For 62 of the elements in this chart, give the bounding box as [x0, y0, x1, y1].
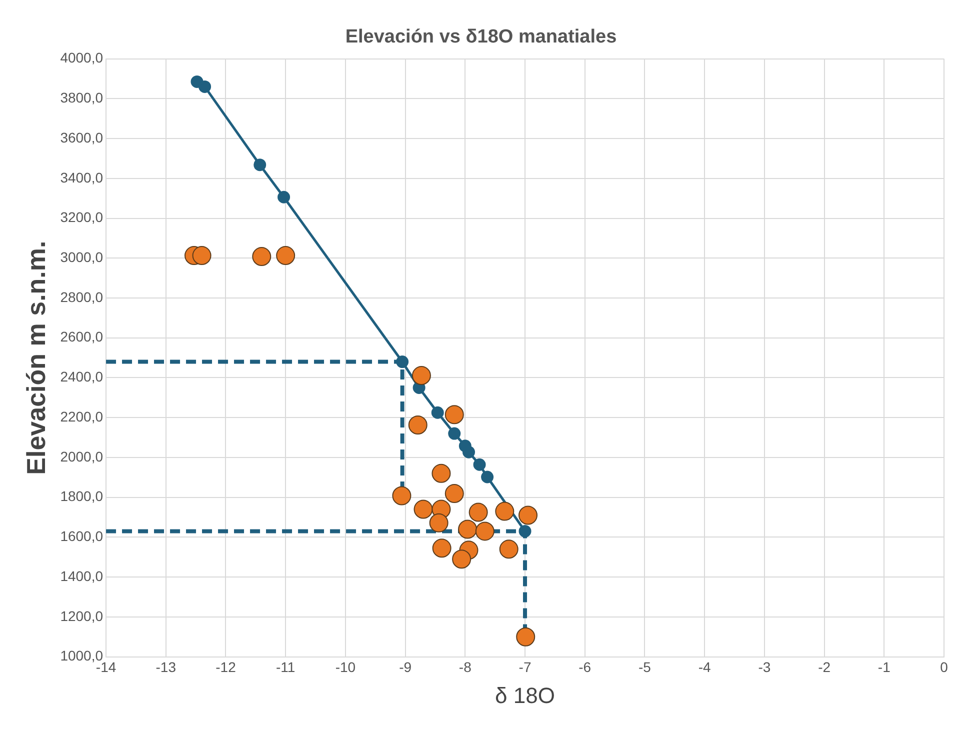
y-tick-label: 3200,0 [60, 209, 104, 226]
point [396, 356, 409, 368]
point [432, 464, 451, 483]
point [495, 502, 514, 521]
x-tick-label: -13 [156, 659, 176, 676]
x-tick-label: -10 [335, 659, 356, 676]
point [198, 80, 212, 93]
x-tick-label: -3 [758, 659, 771, 676]
point [473, 458, 486, 471]
x-tick-label: -5 [638, 659, 652, 676]
y-tick-label: 3600,0 [60, 129, 104, 146]
point [481, 470, 494, 484]
point [414, 500, 433, 519]
chart-title: Elevación vs δ18O manatiales [345, 26, 617, 48]
x-tick-label: -11 [276, 659, 296, 676]
point [499, 540, 518, 559]
point [475, 522, 494, 541]
y-tick-label: 2400,0 [60, 368, 104, 385]
point [458, 520, 478, 539]
y-tick-label: 2200,0 [60, 408, 104, 424]
y-tick-label: 1400,0 [60, 568, 104, 584]
point [516, 627, 536, 646]
y-tick-label: 3000,0 [60, 248, 104, 265]
x-tick-label: -8 [458, 659, 472, 676]
point [448, 427, 461, 440]
y-tick-label: 1800,0 [60, 488, 104, 504]
point [392, 486, 412, 506]
point [278, 190, 290, 204]
point [432, 538, 452, 558]
y-tick-label: 4000,0 [60, 50, 104, 66]
point [518, 524, 532, 538]
x-tick-label: -9 [399, 659, 412, 676]
y-tick-label: 2000,0 [60, 448, 104, 464]
point [518, 506, 538, 525]
x-tick-label: -2 [818, 659, 831, 676]
x-tick-label: -4 [698, 659, 712, 676]
y-tick-label: 3400,0 [60, 169, 104, 186]
point [254, 158, 266, 172]
point [192, 246, 212, 266]
point [276, 246, 296, 266]
x-tick-label: 0 [940, 659, 948, 676]
point [444, 484, 464, 504]
y-tick-label: 1600,0 [60, 528, 104, 544]
point [429, 513, 448, 532]
point [462, 446, 475, 458]
point [452, 550, 472, 569]
y-axis-title: Elevación m s.n.m. [20, 240, 51, 475]
point [444, 405, 464, 424]
point [431, 406, 444, 419]
point [408, 415, 428, 434]
point [468, 502, 488, 522]
y-tick-label: 3800,0 [60, 90, 104, 106]
x-axis-title: δ 18O [495, 682, 555, 708]
point [412, 366, 431, 386]
y-tick-label: 2800,0 [60, 288, 104, 305]
x-tick-label: -1 [878, 659, 891, 676]
x-tick-label: -7 [518, 659, 532, 676]
x-tick-label: -12 [216, 659, 236, 676]
y-tick-label: 2600,0 [60, 328, 104, 345]
y-tick-label: 1200,0 [60, 608, 104, 624]
x-tick-label: -6 [578, 659, 592, 676]
point [252, 247, 272, 266]
